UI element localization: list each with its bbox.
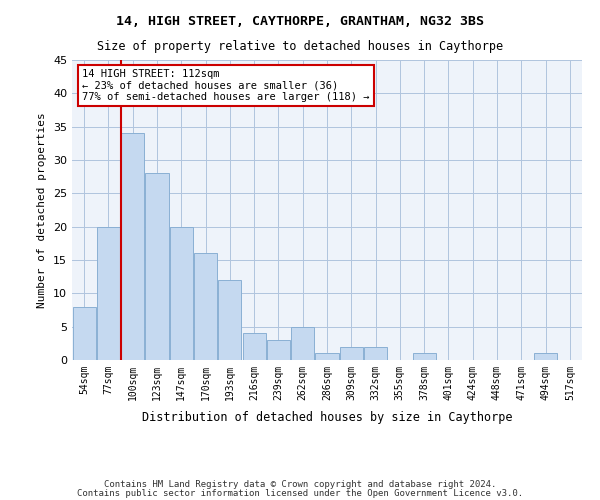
Text: Contains HM Land Registry data © Crown copyright and database right 2024.: Contains HM Land Registry data © Crown c… — [104, 480, 496, 489]
Bar — [170, 226, 193, 360]
Bar — [73, 306, 95, 360]
Bar — [340, 346, 363, 360]
Text: 14, HIGH STREET, CAYTHORPE, GRANTHAM, NG32 3BS: 14, HIGH STREET, CAYTHORPE, GRANTHAM, NG… — [116, 15, 484, 28]
X-axis label: Distribution of detached houses by size in Caythorpe: Distribution of detached houses by size … — [142, 411, 512, 424]
Bar — [316, 354, 338, 360]
Text: Size of property relative to detached houses in Caythorpe: Size of property relative to detached ho… — [97, 40, 503, 53]
Text: 14 HIGH STREET: 112sqm
← 23% of detached houses are smaller (36)
77% of semi-det: 14 HIGH STREET: 112sqm ← 23% of detached… — [82, 69, 370, 102]
Bar — [364, 346, 387, 360]
Bar — [194, 254, 217, 360]
Bar — [97, 226, 120, 360]
Bar — [145, 174, 169, 360]
Bar — [291, 326, 314, 360]
Y-axis label: Number of detached properties: Number of detached properties — [37, 112, 47, 308]
Bar — [121, 134, 144, 360]
Bar — [413, 354, 436, 360]
Text: Contains public sector information licensed under the Open Government Licence v3: Contains public sector information licen… — [77, 488, 523, 498]
Bar — [267, 340, 290, 360]
Bar — [534, 354, 557, 360]
Bar — [242, 334, 266, 360]
Bar — [218, 280, 241, 360]
